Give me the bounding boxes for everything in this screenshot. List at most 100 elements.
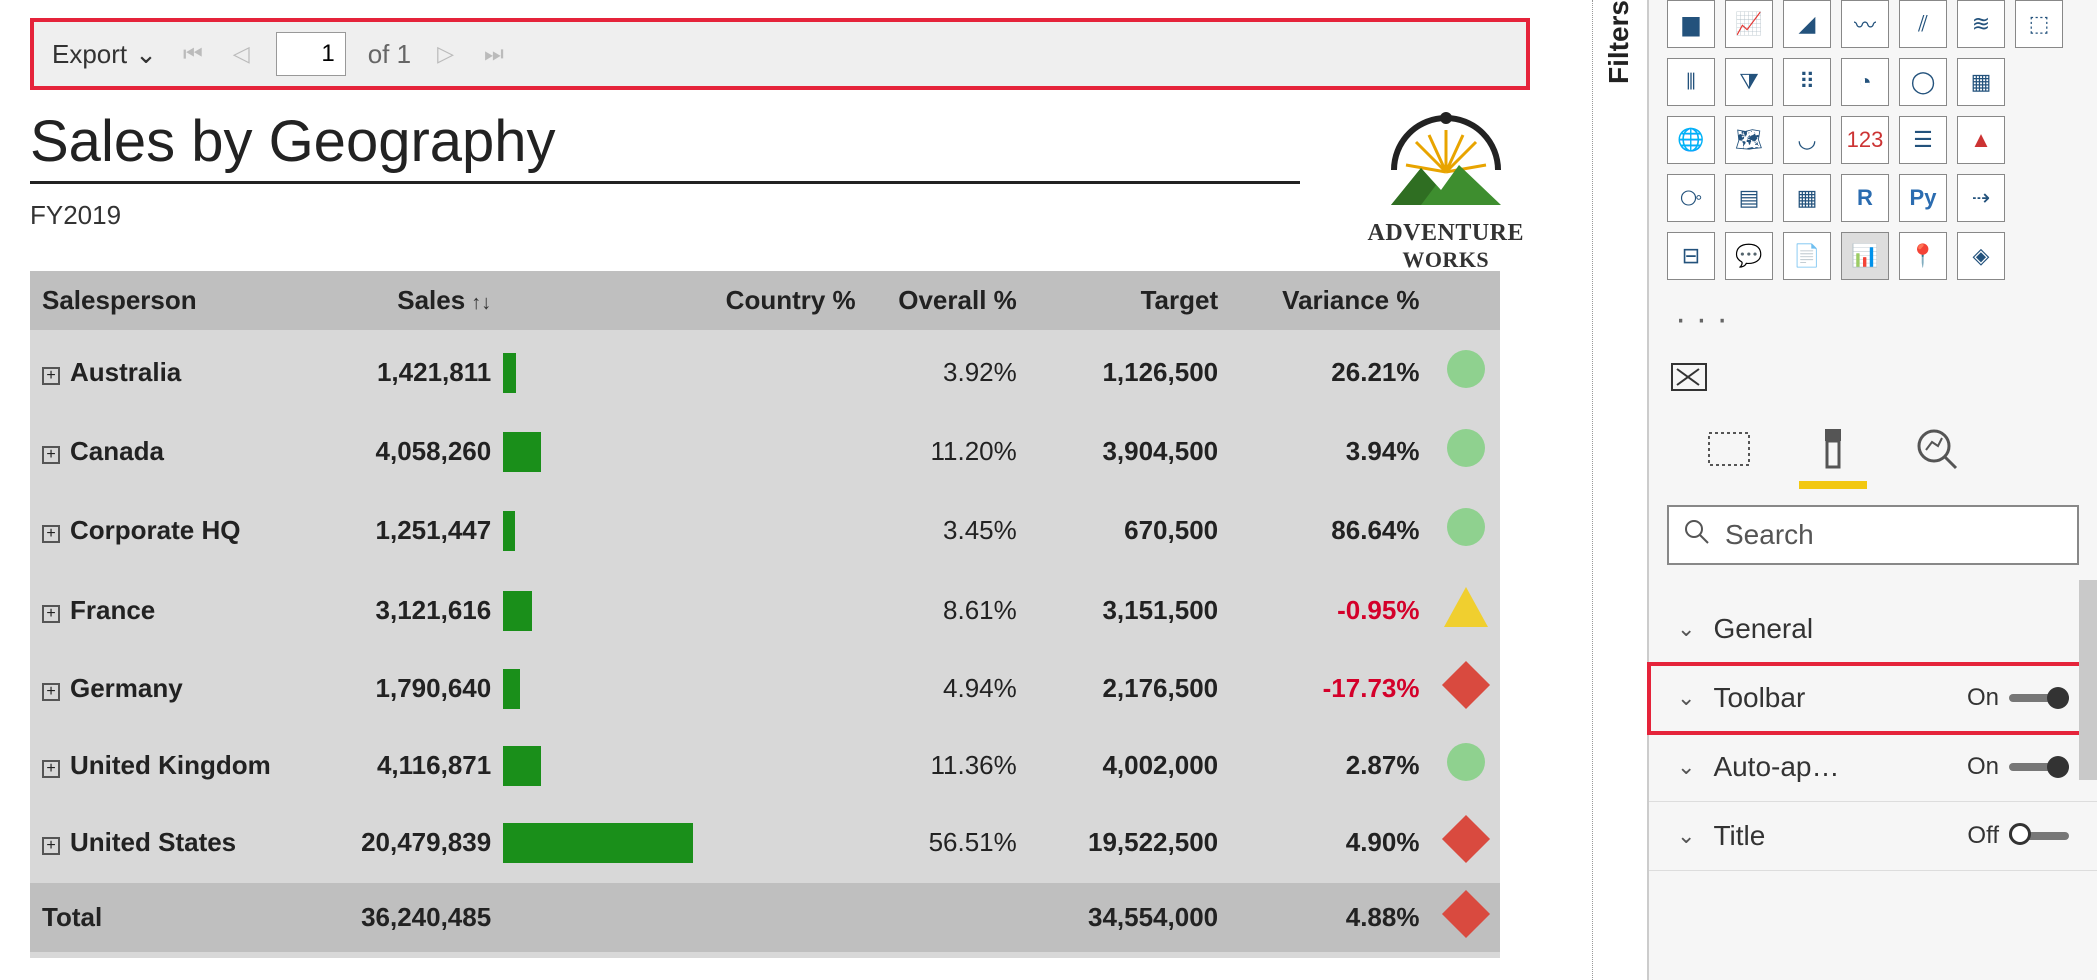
expand-icon[interactable]: + <box>42 446 60 464</box>
viz-gauge-icon[interactable]: ◡ <box>1783 116 1831 164</box>
fields-tab[interactable] <box>1699 419 1759 479</box>
viz-ribbon-icon[interactable]: ≋ <box>1957 0 2005 48</box>
export-label: Export <box>52 39 127 70</box>
viz-funnel-icon[interactable]: ⧩ <box>1725 58 1773 106</box>
viz-pie-icon[interactable]: ◔ <box>1841 58 1889 106</box>
viz-more-button[interactable]: · · · <box>1649 294 2097 355</box>
viz-r-visual-icon[interactable]: R <box>1841 174 1889 222</box>
viz-paginated-report-icon[interactable]: 📊 <box>1841 232 1889 280</box>
viz-matrix-icon[interactable]: ▦ <box>1783 174 1831 222</box>
next-page-button[interactable]: ▷ <box>433 41 458 67</box>
format-title-section[interactable]: ⌄ Title Off <box>1649 802 2097 871</box>
table-row[interactable]: +Australia1,421,8113.92%1,126,50026.21% <box>30 333 1500 412</box>
viz-treemap-icon[interactable]: ▦ <box>1957 58 2005 106</box>
bad-indicator-icon <box>1442 890 1490 938</box>
filters-label: Filters <box>1603 0 1635 92</box>
format-general-section[interactable]: ⌄ General <box>1649 595 2097 664</box>
viz-key-influencers-icon[interactable]: ⇢ <box>1957 174 2005 222</box>
bad-indicator-icon <box>1442 661 1490 709</box>
viz-qna-icon[interactable]: 💬 <box>1725 232 1773 280</box>
autoapply-toggle[interactable]: On <box>1967 753 2069 781</box>
search-placeholder: Search <box>1725 519 1814 551</box>
ok-indicator-icon <box>1447 743 1485 781</box>
table-row[interactable]: +United States20,479,83956.51%19,522,500… <box>30 805 1500 880</box>
last-page-button[interactable]: ⏭ <box>480 41 508 67</box>
scrollbar[interactable] <box>2079 580 2097 780</box>
col-salesperson[interactable]: Salesperson <box>30 271 312 333</box>
viz-clustered-column-icon[interactable]: ⫴ <box>1667 58 1715 106</box>
viz-card-icon[interactable]: 123 <box>1841 116 1889 164</box>
table-row[interactable]: +France3,121,6168.61%3,151,500-0.95% <box>30 570 1500 651</box>
sales-bar <box>503 432 541 472</box>
expand-icon[interactable]: + <box>42 760 60 778</box>
ok-indicator-icon <box>1447 429 1485 467</box>
chevron-down-icon: ⌄ <box>1677 754 1695 780</box>
expand-icon[interactable]: + <box>42 683 60 701</box>
viz-paginated-icon[interactable]: 📄 <box>1783 232 1831 280</box>
col-indicator <box>1431 271 1500 333</box>
col-variance[interactable]: Variance % <box>1230 271 1431 333</box>
report-toolbar: Export ⌄ ⏮ ◁ of 1 ▷ ⏭ <box>30 18 1530 90</box>
viz-stacked-area-icon[interactable]: ◢ <box>1783 0 1831 48</box>
col-target[interactable]: Target <box>1029 271 1230 333</box>
viz-filled-map-icon[interactable]: 🗺 <box>1725 116 1773 164</box>
first-page-button[interactable]: ⏮ <box>179 41 207 67</box>
values-well-header[interactable] <box>1667 361 2079 393</box>
bad-indicator-icon <box>1442 815 1490 863</box>
expand-icon[interactable]: + <box>42 525 60 543</box>
expand-icon[interactable]: + <box>42 837 60 855</box>
format-tab[interactable] <box>1803 419 1863 479</box>
col-overall-pct[interactable]: Overall % <box>868 271 1029 333</box>
export-button[interactable]: Export ⌄ <box>52 39 157 70</box>
viz-waterfall-icon[interactable]: ⬚ <box>2015 0 2063 48</box>
company-logo: ADVENTURE WORKS <box>1367 110 1524 273</box>
chevron-down-icon: ⌄ <box>1677 616 1695 642</box>
sort-icon: ↑↓ <box>471 292 491 314</box>
ok-indicator-icon <box>1447 508 1485 546</box>
title-divider <box>30 181 1300 184</box>
chevron-down-icon: ⌄ <box>1677 685 1695 711</box>
viz-type-palette: ▆ 📈 ◢ 〰 ⫽ ≋ ⬚ ⫴ ⧩ ⠿ ◔ ◯ ▦ 🌐 🗺 ◡ 123 ☰ ▲ … <box>1649 0 2097 294</box>
viz-globe-icon[interactable]: 🌐 <box>1667 116 1715 164</box>
report-subtitle: FY2019 <box>30 200 1530 231</box>
format-toolbar-section[interactable]: ⌄ Toolbar On <box>1649 664 2097 733</box>
table-row[interactable]: +Corporate HQ1,251,4473.45%670,50086.64% <box>30 491 1500 570</box>
sales-bar <box>503 746 541 786</box>
viz-area-icon[interactable]: 📈 <box>1725 0 1773 48</box>
col-bar <box>503 271 706 333</box>
table-row[interactable]: +Canada4,058,26011.20%3,904,5003.94% <box>30 412 1500 491</box>
table-row[interactable]: +Germany1,790,6404.94%2,176,500-17.73% <box>30 651 1500 726</box>
format-autoapply-section[interactable]: ⌄ Auto-ap… On <box>1649 733 2097 802</box>
viz-arcgis-icon[interactable]: 📍 <box>1899 232 1947 280</box>
viz-python-icon[interactable]: Py <box>1899 174 1947 222</box>
viz-slicer-icon[interactable]: ⧂ <box>1667 174 1715 222</box>
warn-indicator-icon <box>1444 587 1488 627</box>
page-number-input[interactable] <box>276 32 346 76</box>
format-tabs <box>1699 419 2097 479</box>
analytics-tab[interactable] <box>1907 419 1967 479</box>
title-toggle[interactable]: Off <box>1967 822 2069 850</box>
viz-powerapps-icon[interactable]: ◈ <box>1957 232 2005 280</box>
sales-table: Salesperson Sales↑↓ Country % Overall % … <box>30 271 1500 958</box>
viz-line-icon[interactable]: 〰 <box>1841 0 1889 48</box>
col-country-pct[interactable]: Country % <box>707 271 868 333</box>
prev-page-button[interactable]: ◁ <box>229 41 254 67</box>
expand-icon[interactable]: + <box>42 605 60 623</box>
expand-icon[interactable]: + <box>42 367 60 385</box>
viz-combo-icon[interactable]: ⫽ <box>1899 0 1947 48</box>
viz-multicard-icon[interactable]: ☰ <box>1899 116 1947 164</box>
search-icon <box>1683 518 1711 553</box>
toolbar-toggle[interactable]: On <box>1967 684 2069 712</box>
col-sales[interactable]: Sales↑↓ <box>312 271 503 333</box>
viz-stacked-bar-icon[interactable]: ▆ <box>1667 0 1715 48</box>
viz-donut-icon[interactable]: ◯ <box>1899 58 1947 106</box>
viz-scatter-icon[interactable]: ⠿ <box>1783 58 1831 106</box>
format-search-input[interactable]: Search <box>1667 505 2079 565</box>
table-row[interactable]: +United Kingdom4,116,87111.36%4,002,0002… <box>30 726 1500 805</box>
viz-kpi-icon[interactable]: ▲ <box>1957 116 2005 164</box>
filters-pane-collapsed[interactable]: Filters <box>1592 0 1648 980</box>
sales-bar <box>503 823 693 863</box>
viz-decomposition-icon[interactable]: ⊟ <box>1667 232 1715 280</box>
sales-bar <box>503 669 520 709</box>
viz-table-icon[interactable]: ▤ <box>1725 174 1773 222</box>
